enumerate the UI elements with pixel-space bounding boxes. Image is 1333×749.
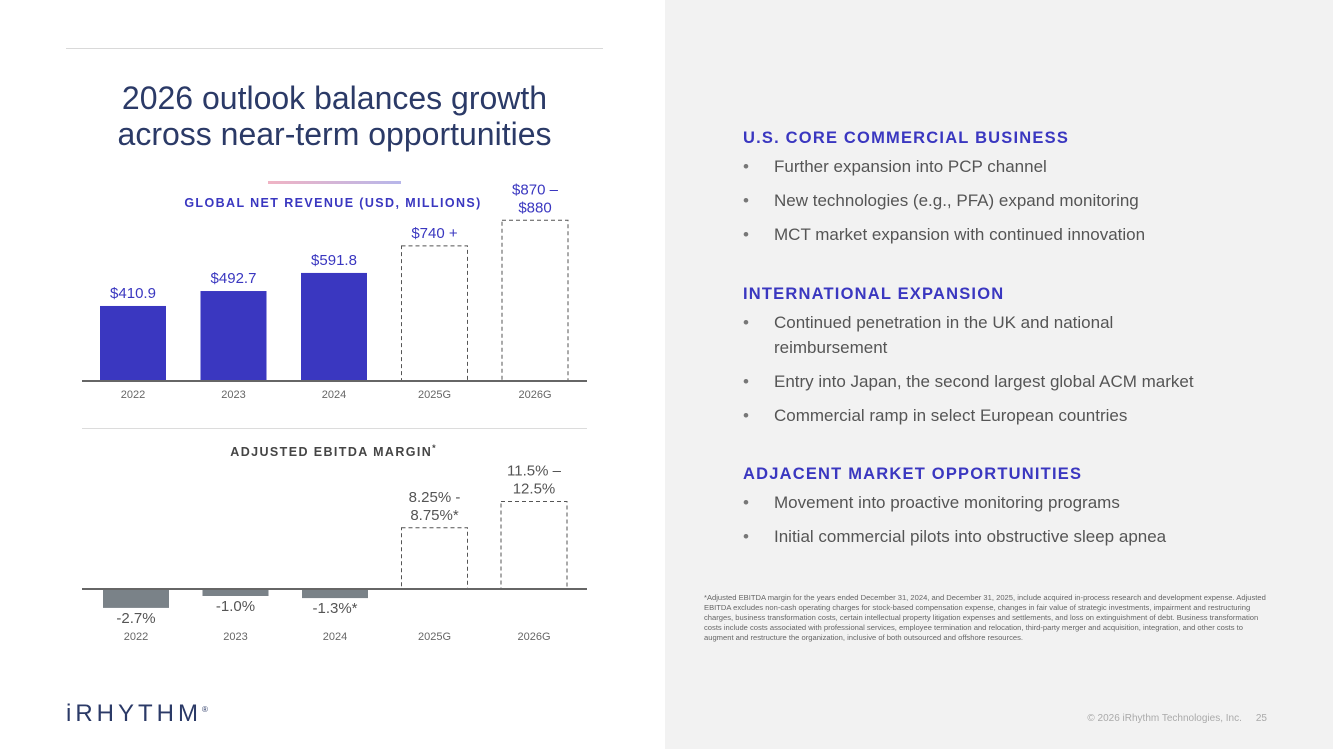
list-item: • Commercial ramp in select European coun… xyxy=(743,403,1294,428)
data-label-line: 12.5% xyxy=(513,481,556,498)
bar-2025g xyxy=(401,527,468,590)
ebitda-chart-title-footnote-mark: * xyxy=(432,443,436,453)
bullet-icon: • xyxy=(743,406,749,425)
bullet-icon: • xyxy=(743,191,749,210)
list-item: • Further expansion into PCP channel xyxy=(743,154,1303,179)
list-item-text: Continued penetration in the UK and nati… xyxy=(774,313,1114,357)
data-label-2023: -1.0% xyxy=(216,598,255,615)
section-list: • Continued penetration in the UK and nat… xyxy=(743,310,1194,428)
data-label-2022: $410.9 xyxy=(110,285,156,302)
list-item-text: MCT market expansion with continued inno… xyxy=(774,225,1146,244)
data-label-2024: -1.3%* xyxy=(312,600,357,617)
data-label-line: $870 – xyxy=(512,181,559,198)
list-item: • Continued penetration in the UK and nat… xyxy=(743,310,1163,360)
tick-label-2025g: 2025G xyxy=(418,631,451,643)
copyright-text: © 2026 iRhythm Technologies, Inc. xyxy=(1087,713,1242,724)
bullet-icon: • xyxy=(743,157,749,176)
data-label-line: 8.25% - xyxy=(409,489,461,506)
logo-text: iRHYTHM xyxy=(66,700,202,727)
top-divider xyxy=(66,48,603,49)
data-label-2024: $591.8 xyxy=(311,252,357,269)
page-number: 25 xyxy=(1255,713,1267,724)
list-item-text: Entry into Japan, the second largest glo… xyxy=(774,372,1194,391)
section-heading: ADJACENT MARKET OPPORTUNITIES xyxy=(743,465,1083,483)
section-heading: U.S. CORE COMMERCIAL BUSINESS xyxy=(743,129,1070,147)
data-label-line: -1.3%* xyxy=(312,600,357,617)
revenue-chart: $410.9 2022 $492.7 2023 $591.8 2024 $740 + 2025… xyxy=(82,181,587,401)
section-adjacent: ADJACENT MARKET OPPORTUNITIES • Movement … xyxy=(743,465,1303,558)
footnote: *Adjusted EBITDA margin for the years en… xyxy=(704,593,1266,642)
tick-label-2026g: 2026G xyxy=(518,389,551,401)
list-item: • Initial commercial pilots into obstruct… xyxy=(743,524,1303,549)
bar-2023 xyxy=(202,589,269,596)
chart-divider xyxy=(82,428,587,429)
bullet-icon: • xyxy=(743,225,749,244)
bullet-icon: • xyxy=(743,372,749,391)
left-panel: 2026 outlook balances growth across near… xyxy=(0,0,665,749)
data-label-line: 8.75%* xyxy=(410,507,459,524)
data-label-line: $740 + xyxy=(411,225,458,242)
data-label-2026g: 11.5% –12.5% xyxy=(507,463,562,498)
section-list: • Further expansion into PCP channel • New… xyxy=(743,154,1303,247)
tick-label-2023: 2023 xyxy=(221,389,245,401)
ebitda-chart: -2.7% 2022 -1.0% 2023 -1.3%* 2024 8.25% -8.75%… xyxy=(82,463,587,643)
data-label-2025g: 8.25% -8.75%* xyxy=(409,489,461,524)
list-item-text: Movement into proactive monitoring progr… xyxy=(774,493,1120,512)
data-label-line: $492.7 xyxy=(211,270,257,287)
tick-label-2022: 2022 xyxy=(121,389,145,401)
data-label-line: -1.0% xyxy=(216,598,255,615)
data-label-2022: -2.7% xyxy=(116,610,155,627)
data-label-line: $591.8 xyxy=(311,252,357,269)
tick-label-2025g: 2025G xyxy=(418,389,451,401)
list-item-text: New technologies (e.g., PFA) expand moni… xyxy=(774,191,1139,210)
list-item: • MCT market expansion with continued inn… xyxy=(743,222,1303,247)
bar-2024 xyxy=(302,589,368,599)
tick-label-2024: 2024 xyxy=(322,389,346,401)
data-label-line: 11.5% – xyxy=(507,463,562,480)
bar-2026g xyxy=(500,501,568,590)
bullet-icon: • xyxy=(743,527,749,546)
data-label-2023: $492.7 xyxy=(211,270,257,287)
tick-label-2023: 2023 xyxy=(223,631,247,643)
title-accent-bar xyxy=(268,181,401,184)
data-label-line: $880 xyxy=(518,199,551,216)
page-title: 2026 outlook balances growth across near… xyxy=(66,80,603,152)
section-list: • Movement into proactive monitoring prog… xyxy=(743,490,1303,549)
list-item: • Entry into Japan, the second largest gl… xyxy=(743,369,1294,394)
tick-label-2024: 2024 xyxy=(323,631,347,643)
page-title-line-2: across near-term opportunities xyxy=(117,116,552,152)
section-heading: INTERNATIONAL EXPANSION xyxy=(743,285,1005,303)
page-title-line-1: 2026 outlook balances growth xyxy=(121,80,548,116)
list-item: • Movement into proactive monitoring prog… xyxy=(743,490,1303,515)
bar-2024 xyxy=(301,272,367,381)
bar-2022 xyxy=(100,305,166,381)
section-us-core: U.S. CORE COMMERCIAL BUSINESS • Further e… xyxy=(743,129,1303,256)
data-label-line: -2.7% xyxy=(116,610,155,627)
irhythm-logo: iRHYTHM® xyxy=(66,700,208,728)
list-item-text: Commercial ramp in select European count… xyxy=(774,406,1128,425)
bullet-icon: • xyxy=(743,313,749,332)
list-item-text: Initial commercial pilots into obstructi… xyxy=(774,527,1167,546)
bar-2023 xyxy=(200,291,267,381)
revenue-chart-title: GLOBAL NET REVENUE (USD, MILLIONS) xyxy=(184,196,482,210)
data-label-line: $410.9 xyxy=(110,285,156,302)
data-label-2025g: $740 + xyxy=(411,225,458,242)
right-panel: U.S. CORE COMMERCIAL BUSINESS • Further e… xyxy=(665,0,1333,749)
bullet-icon: • xyxy=(743,493,749,512)
bar-2022 xyxy=(103,589,169,608)
footer: © 2026 iRhythm Technologies, Inc. 25 xyxy=(1073,713,1267,724)
ebitda-chart-title-text: ADJUSTED EBITDA MARGIN xyxy=(230,445,433,460)
ebitda-chart-title: ADJUSTED EBITDA MARGIN* xyxy=(82,443,584,459)
list-item: • New technologies (e.g., PFA) expand mon… xyxy=(743,188,1303,213)
data-label-2026g: $870 – $880 xyxy=(512,181,559,216)
tick-label-2022: 2022 xyxy=(124,631,148,643)
logo-registered-mark: ® xyxy=(202,705,208,714)
tick-label-2026g: 2026G xyxy=(517,631,550,643)
section-international: INTERNATIONAL EXPANSION • Continued penet… xyxy=(743,285,1303,437)
list-item-text: Further expansion into PCP channel xyxy=(774,157,1047,176)
